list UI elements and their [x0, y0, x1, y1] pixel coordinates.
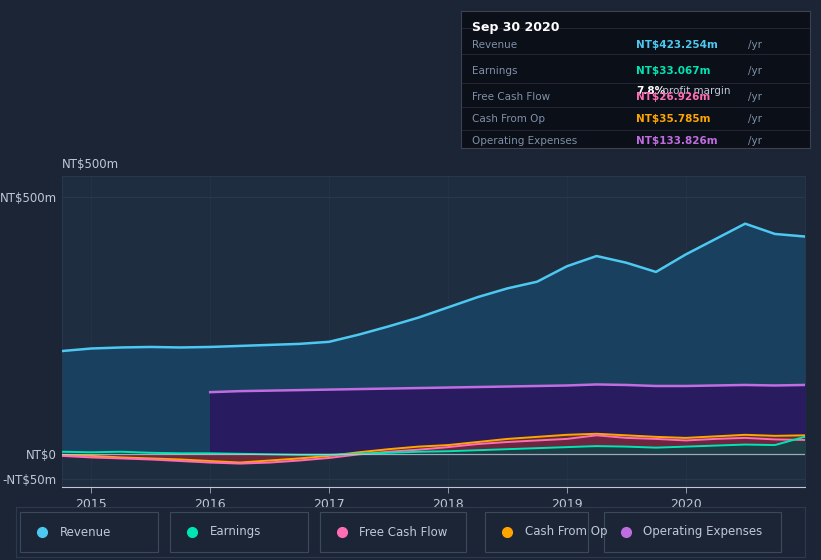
Text: /yr: /yr: [748, 66, 762, 76]
Text: /yr: /yr: [748, 40, 762, 50]
Text: Earnings: Earnings: [472, 66, 517, 76]
Text: Revenue: Revenue: [60, 525, 111, 539]
Text: NT$26.926m: NT$26.926m: [636, 92, 710, 102]
Text: /yr: /yr: [748, 114, 762, 124]
Text: /yr: /yr: [748, 92, 762, 102]
Text: Cash From Op: Cash From Op: [472, 114, 545, 124]
Text: NT$35.785m: NT$35.785m: [636, 114, 710, 124]
Text: 7.8%: 7.8%: [636, 86, 665, 96]
Text: /yr: /yr: [748, 136, 762, 146]
Text: Earnings: Earnings: [209, 525, 261, 539]
Text: Operating Expenses: Operating Expenses: [643, 525, 762, 539]
Text: NT$33.067m: NT$33.067m: [636, 66, 710, 76]
Text: Free Cash Flow: Free Cash Flow: [472, 92, 550, 102]
Text: NT$133.826m: NT$133.826m: [636, 136, 718, 146]
Text: Sep 30 2020: Sep 30 2020: [472, 21, 559, 34]
Text: Operating Expenses: Operating Expenses: [472, 136, 577, 146]
Text: Revenue: Revenue: [472, 40, 517, 50]
Text: profit margin: profit margin: [658, 86, 730, 96]
Text: NT$500m: NT$500m: [62, 158, 119, 171]
Text: NT$423.254m: NT$423.254m: [636, 40, 718, 50]
Text: Free Cash Flow: Free Cash Flow: [360, 525, 447, 539]
Text: Cash From Op: Cash From Op: [525, 525, 608, 539]
